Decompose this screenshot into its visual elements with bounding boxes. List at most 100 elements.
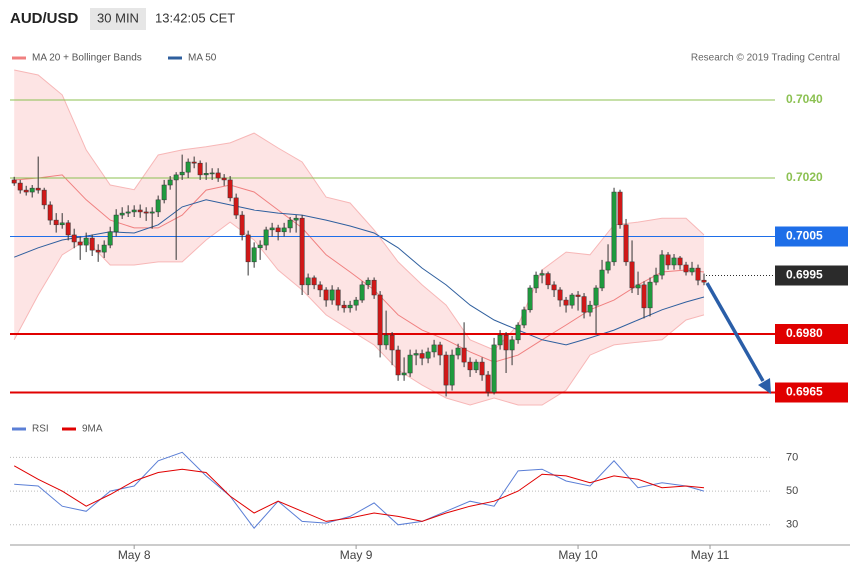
- candle-body: [107, 231, 113, 246]
- candle-body: [113, 214, 119, 233]
- candle-body: [581, 296, 587, 313]
- candle-body: [293, 217, 299, 221]
- candle-body: [59, 222, 65, 226]
- interval: 30 MIN: [97, 10, 139, 25]
- candle-body: [665, 254, 671, 266]
- candle-body: [83, 237, 89, 246]
- candle-body: [599, 269, 605, 289]
- legend-label: RSI: [32, 424, 49, 435]
- legend-label: MA 20 + Bollinger Bands: [32, 53, 142, 64]
- candle-body: [191, 161, 197, 164]
- level-label: 0.7040: [786, 92, 823, 106]
- candle-body: [371, 279, 377, 296]
- candle-body: [401, 372, 407, 376]
- candle-body: [311, 277, 317, 286]
- candle-body: [209, 172, 215, 175]
- level-label: 0.6965: [786, 385, 823, 399]
- candle-body: [389, 334, 395, 351]
- candle-body: [89, 237, 95, 251]
- legend-label: MA 50: [188, 53, 217, 64]
- level-label: 0.7005: [786, 229, 823, 243]
- candle-body: [65, 222, 71, 236]
- candle-body: [287, 219, 293, 229]
- candle-body: [497, 334, 503, 346]
- candle-body: [611, 191, 617, 263]
- candle-body: [245, 234, 251, 263]
- candle-body: [491, 344, 497, 393]
- level-box: [775, 382, 848, 403]
- candle-body: [671, 257, 677, 266]
- candle-body: [137, 209, 143, 213]
- candle-body: [479, 361, 485, 376]
- x-tick-label: May 11: [691, 548, 730, 562]
- candle-body: [101, 244, 107, 253]
- candle-body: [437, 344, 443, 356]
- candle-body: [365, 279, 371, 286]
- candle-body: [185, 161, 191, 173]
- candle-body: [323, 289, 329, 301]
- candle-body: [515, 324, 521, 341]
- candle-body: [131, 209, 137, 213]
- candle-body: [629, 261, 635, 289]
- candle-body: [527, 287, 533, 311]
- candle-body: [221, 177, 227, 181]
- indicator-line: [13, 465, 705, 522]
- candle-body: [299, 217, 305, 286]
- candle-body: [461, 347, 467, 363]
- candle-body: [509, 339, 515, 351]
- candle-body: [413, 353, 419, 356]
- candle-body: [521, 309, 527, 326]
- candle-body: [173, 174, 179, 181]
- forecast-arrowhead: [758, 378, 771, 394]
- bollinger-fill: [14, 69, 705, 405]
- candle-body: [557, 289, 563, 301]
- candle-body: [77, 241, 83, 246]
- candle-body: [443, 354, 449, 386]
- x-tick-label: May 8: [118, 548, 151, 562]
- plot: [10, 69, 775, 529]
- candle-body: [467, 361, 473, 371]
- level-label: 0.6980: [786, 326, 823, 340]
- candle-body: [29, 187, 35, 193]
- candle-body: [539, 273, 545, 276]
- candle-body: [641, 284, 647, 309]
- candle-body: [575, 294, 581, 297]
- candle-body: [71, 234, 77, 243]
- candle-body: [119, 212, 125, 216]
- candle-body: [647, 281, 653, 309]
- candle-body: [485, 374, 491, 393]
- candle-body: [551, 284, 557, 291]
- forecast-arrow: [705, 282, 765, 382]
- candle-body: [659, 254, 665, 276]
- candle-body: [503, 334, 509, 351]
- candle-body: [635, 284, 641, 289]
- x-tick-label: May 9: [340, 548, 373, 562]
- candle-body: [23, 189, 29, 193]
- candle-body: [179, 171, 185, 176]
- candle-body: [605, 261, 611, 271]
- legend-label: 9MA: [82, 424, 103, 435]
- candle-body: [239, 214, 245, 236]
- candle-body: [419, 353, 425, 359]
- candle-body: [623, 224, 629, 263]
- candle-body: [227, 179, 233, 199]
- candle-body: [155, 199, 161, 213]
- candle-body: [695, 267, 701, 281]
- candle-body: [653, 274, 659, 283]
- time: 13:42:05 CET: [155, 10, 235, 25]
- candle-body: [251, 247, 257, 263]
- candle-body: [53, 219, 59, 226]
- candle-body: [257, 244, 263, 249]
- candle-body: [35, 187, 41, 191]
- candle-body: [353, 299, 359, 306]
- candle-body: [275, 227, 281, 233]
- level-box: [775, 226, 848, 247]
- candle-body: [347, 304, 353, 309]
- candle-body: [407, 354, 413, 374]
- ma20-line: [14, 174, 705, 363]
- candle-body: [701, 279, 707, 283]
- candle-body: [683, 264, 689, 273]
- candle-body: [449, 354, 455, 386]
- level-label: 0.6995: [786, 268, 823, 282]
